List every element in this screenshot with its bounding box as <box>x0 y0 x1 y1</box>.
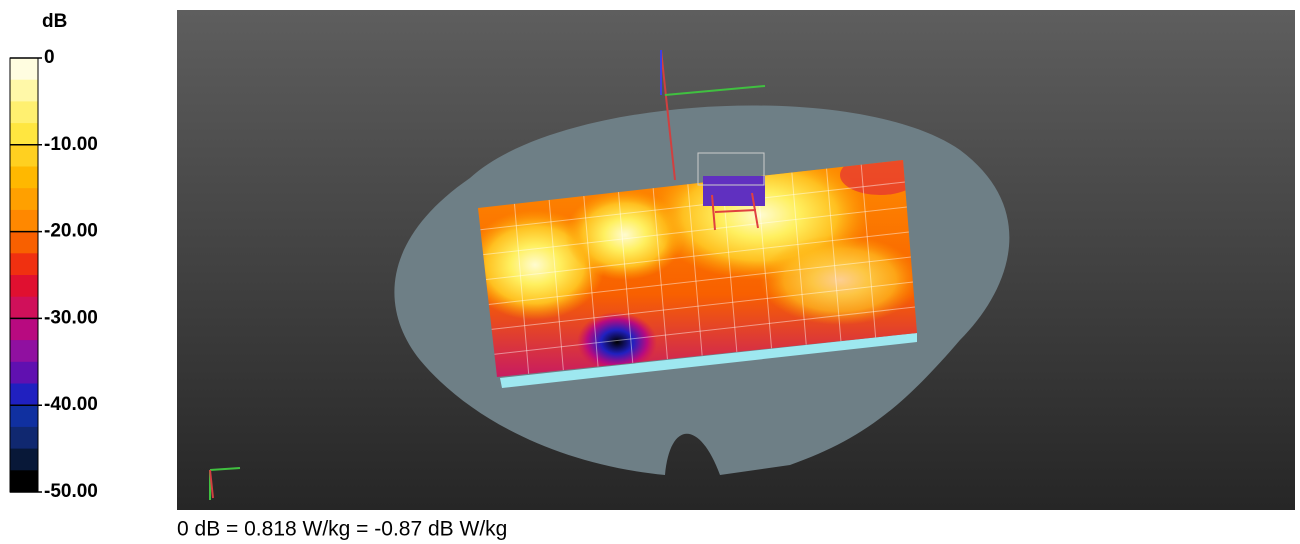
colorbar-band <box>10 232 38 254</box>
colorbar-band <box>10 101 38 123</box>
colorbar-band <box>10 470 38 492</box>
colorbar-tick-label: -20.00 <box>44 221 98 242</box>
colorbar-band <box>10 340 38 362</box>
colorbar-tick-label: -40.00 <box>44 394 98 415</box>
colorbar-band <box>10 188 38 210</box>
colorbar-band <box>10 253 38 275</box>
colorbar-band <box>10 167 38 189</box>
colorbar-band <box>10 123 38 145</box>
colorbar: 0 -10.00 -20.00 -30.00 -40.00 -50.00 <box>10 47 98 502</box>
colorbar-unit: dB <box>42 11 67 32</box>
footer-note: 0 dB = 0.818 W/kg = -0.87 dB W/kg <box>177 518 507 541</box>
colorbar-band <box>10 275 38 297</box>
colorbar-band <box>10 405 38 427</box>
colorbar-band <box>10 449 38 471</box>
colorbar-band <box>10 318 38 340</box>
colorbar-tick-label: -30.00 <box>44 307 98 328</box>
colorbar-band <box>10 80 38 102</box>
colorbar-band <box>10 297 38 319</box>
colorbar-tick-label: -10.00 <box>44 134 98 155</box>
colorbar-band <box>10 145 38 167</box>
colorbar-band <box>10 58 38 80</box>
colorbar-band <box>10 427 38 449</box>
colorbar-band <box>10 210 38 232</box>
colorbar-tick-label: 0 <box>44 47 55 68</box>
colorbar-band <box>10 384 38 406</box>
page: dB 0 -10.00 -20.00 -30.00 -40.00 -50.00 0 dB … <box>0 0 1300 544</box>
colorbar-band <box>10 362 38 384</box>
colorbar-tick-label: -50.00 <box>44 481 98 502</box>
